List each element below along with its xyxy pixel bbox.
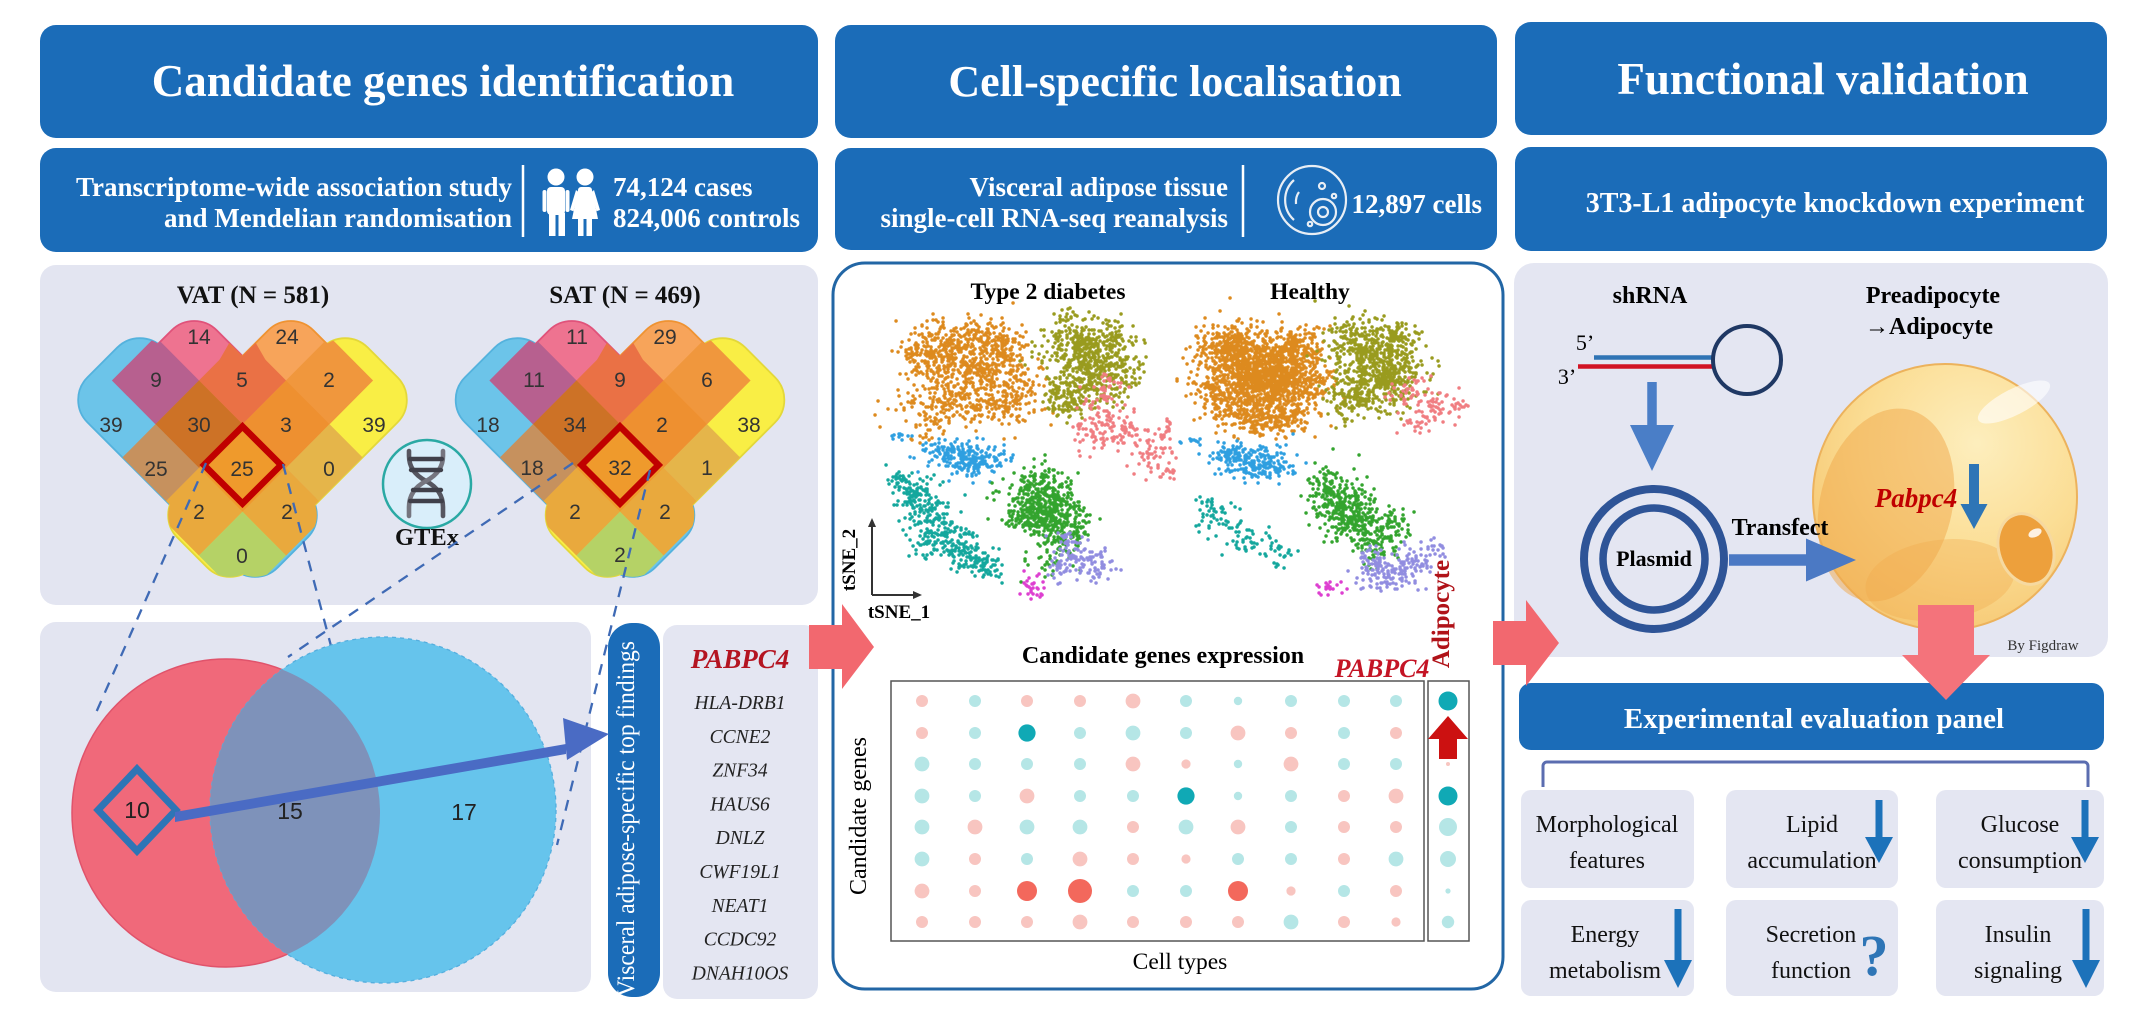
svg-text:DNAH10OS: DNAH10OS: [691, 963, 789, 984]
svg-text:39: 39: [362, 414, 385, 437]
svg-text:34: 34: [563, 414, 587, 437]
svg-text:Insulin: Insulin: [1985, 922, 2052, 948]
svg-text:Experimental evaluation panel: Experimental evaluation panel: [1624, 703, 2004, 735]
svg-text:Transfect: Transfect: [1732, 515, 1829, 541]
svg-text:DNLZ: DNLZ: [715, 828, 765, 849]
svg-text:→Adipocyte: →Adipocyte: [1865, 314, 1993, 340]
svg-text:single-cell RNA-seq reanalysis: single-cell RNA-seq reanalysis: [881, 203, 1228, 233]
svg-text:Energy: Energy: [1571, 922, 1640, 948]
svg-text:25: 25: [144, 458, 167, 481]
svg-text:tSNE_2: tSNE_2: [839, 529, 860, 591]
svg-text:2: 2: [323, 369, 335, 392]
svg-text:5: 5: [236, 369, 248, 392]
svg-text:shRNA: shRNA: [1613, 283, 1688, 309]
svg-text:39: 39: [99, 414, 122, 437]
svg-text:2: 2: [659, 501, 671, 524]
svg-text:24: 24: [275, 326, 299, 349]
svg-text:10: 10: [124, 797, 150, 823]
svg-text:Cell types: Cell types: [1133, 949, 1228, 975]
svg-text:Functional validation: Functional validation: [1617, 54, 2028, 104]
svg-text:consumption: consumption: [1958, 848, 2082, 874]
svg-text:Morphological: Morphological: [1536, 812, 1679, 838]
svg-text:features: features: [1569, 848, 1645, 874]
svg-text:2: 2: [281, 501, 293, 524]
svg-text:NEAT1: NEAT1: [711, 896, 769, 917]
svg-text:Lipid: Lipid: [1786, 812, 1838, 838]
svg-text:and Mendelian randomisation: and Mendelian randomisation: [164, 203, 512, 233]
svg-text:Transcriptome-wide association: Transcriptome-wide association study: [76, 172, 512, 202]
svg-text:Visceral adipose-specific top: Visceral adipose-specific top findings: [613, 641, 640, 997]
svg-text:30: 30: [187, 414, 210, 437]
svg-text:6: 6: [701, 369, 713, 392]
svg-text:signaling: signaling: [1974, 958, 2062, 984]
svg-text:Pabpc4: Pabpc4: [1874, 483, 1957, 513]
svg-text:Cell-specific localisation: Cell-specific localisation: [948, 57, 1401, 106]
svg-text:9: 9: [150, 369, 162, 392]
svg-text:Plasmid: Plasmid: [1616, 546, 1692, 571]
svg-text:Candidate genes: Candidate genes: [846, 737, 872, 895]
svg-text:2: 2: [656, 414, 668, 437]
svg-text:9: 9: [614, 369, 626, 392]
svg-text:SAT (N = 469): SAT (N = 469): [549, 282, 701, 309]
svg-text:Visceral adipose tissue: Visceral adipose tissue: [970, 172, 1229, 202]
svg-text:5’: 5’: [1576, 330, 1594, 355]
svg-text:0: 0: [323, 458, 335, 481]
svg-text:Glucose: Glucose: [1981, 812, 2060, 838]
svg-text:Candidate genes expression: Candidate genes expression: [1022, 643, 1304, 669]
svg-text:Healthy: Healthy: [1270, 279, 1350, 305]
svg-text:CCNE2: CCNE2: [710, 727, 771, 748]
svg-text:accumulation: accumulation: [1747, 848, 1876, 874]
svg-text:18: 18: [520, 457, 543, 480]
svg-text:824,006 controls: 824,006 controls: [613, 203, 800, 233]
svg-text:1: 1: [701, 457, 713, 480]
svg-text:29: 29: [653, 326, 676, 349]
svg-text:PABPC4: PABPC4: [690, 644, 790, 674]
svg-text:?: ?: [1860, 923, 1889, 988]
svg-text:17: 17: [451, 799, 477, 825]
svg-text:2: 2: [193, 501, 205, 524]
svg-text:function: function: [1771, 958, 1851, 984]
svg-text:11: 11: [566, 326, 588, 349]
svg-text:Secretion: Secretion: [1766, 922, 1857, 948]
svg-text:38: 38: [737, 414, 760, 437]
svg-text:2: 2: [569, 501, 581, 524]
svg-text:Type 2 diabetes: Type 2 diabetes: [971, 279, 1126, 305]
svg-text:VAT (N = 581): VAT (N = 581): [177, 282, 329, 309]
svg-text:By Figdraw: By Figdraw: [2007, 638, 2078, 654]
svg-text:Candidate genes identification: Candidate genes identification: [152, 56, 735, 106]
svg-text:ZNF34: ZNF34: [712, 761, 768, 782]
svg-text:12,897 cells: 12,897 cells: [1352, 189, 1482, 219]
svg-text:74,124 cases: 74,124 cases: [613, 172, 752, 202]
svg-text:0: 0: [236, 545, 248, 568]
svg-text:PABPC4: PABPC4: [1334, 654, 1430, 683]
svg-text:HLA-DRB1: HLA-DRB1: [694, 693, 786, 714]
svg-text:3’: 3’: [1558, 364, 1576, 389]
svg-text:25: 25: [230, 458, 253, 481]
svg-text:3T3-L1 adipocyte knockdown exp: 3T3-L1 adipocyte knockdown experiment: [1586, 188, 2085, 219]
svg-text:CCDC92: CCDC92: [704, 930, 777, 951]
svg-text:Adipocyte: Adipocyte: [1428, 560, 1455, 668]
svg-text:3: 3: [280, 414, 292, 437]
svg-text:CWF19L1: CWF19L1: [699, 862, 780, 883]
svg-text:HAUS6: HAUS6: [709, 794, 770, 815]
svg-text:32: 32: [608, 457, 631, 480]
svg-text:11: 11: [523, 369, 545, 392]
svg-text:tSNE_1: tSNE_1: [868, 602, 930, 623]
svg-text:18: 18: [476, 414, 499, 437]
svg-text:Preadipocyte: Preadipocyte: [1866, 283, 2001, 309]
svg-text:14: 14: [187, 326, 211, 349]
svg-text:2: 2: [614, 544, 626, 567]
svg-text:metabolism: metabolism: [1549, 958, 1661, 984]
